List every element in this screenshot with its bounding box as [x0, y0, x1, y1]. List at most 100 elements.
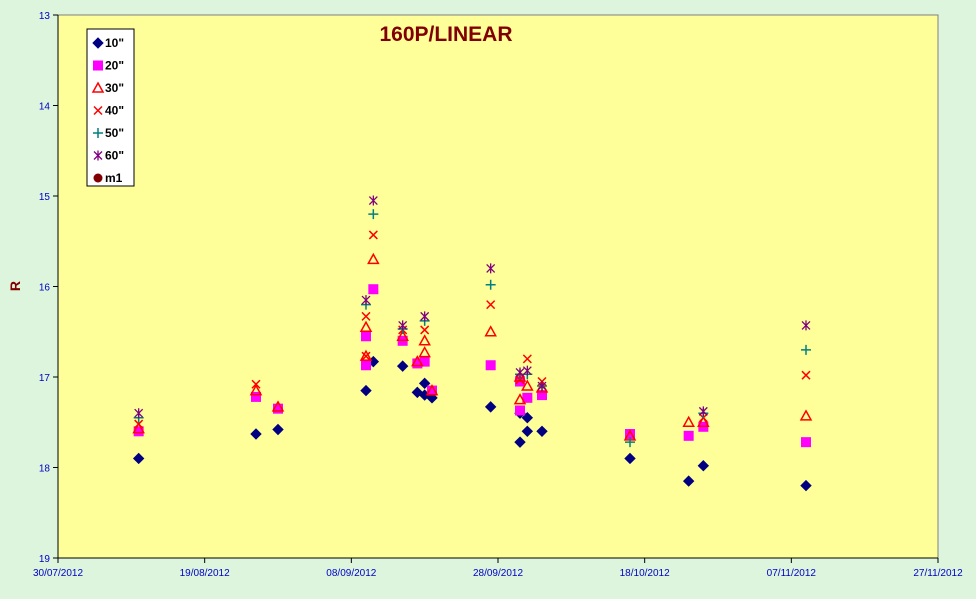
series-6: [134, 195, 811, 419]
data-point: [537, 381, 547, 392]
data-point: [419, 356, 430, 367]
data-point: [486, 300, 496, 310]
x-tick-label: 18/10/2012: [620, 568, 670, 579]
data-point: [801, 370, 811, 380]
data-point: [536, 425, 548, 438]
data-point: [398, 320, 408, 331]
data-point: [361, 351, 371, 361]
x-tick-label: 28/09/2012: [473, 568, 523, 579]
data-point: [697, 459, 710, 472]
y-tick-label: 13: [39, 11, 51, 22]
y-tick-label: 19: [39, 554, 51, 565]
y-tick-label: 16: [39, 283, 51, 294]
data-point: [273, 403, 283, 414]
data-point: [485, 360, 496, 371]
data-point: [420, 325, 430, 335]
data-point: [134, 408, 144, 419]
data-point: [272, 423, 284, 436]
x-tick-label: 07/11/2012: [767, 568, 817, 579]
data-point: [249, 384, 263, 396]
data-point: [521, 379, 534, 391]
data-point: [522, 365, 532, 376]
data-point: [360, 384, 372, 397]
data-point: [412, 358, 423, 369]
data-point: [250, 428, 262, 440]
data-point: [420, 311, 430, 322]
data-point: [251, 379, 261, 389]
legend-label: 60": [105, 149, 124, 163]
legend-label: 20": [105, 59, 124, 73]
data-point: [133, 426, 144, 437]
legend-marker: [92, 37, 104, 49]
data-point: [484, 325, 497, 337]
data-point: [361, 311, 371, 321]
data-point: [697, 415, 710, 427]
x-tick-label: 30/07/2012: [33, 568, 83, 579]
x-tick-label: 19/08/2012: [180, 568, 230, 579]
legend-marker: [93, 105, 103, 116]
data-point: [624, 452, 636, 465]
data-point: [361, 331, 371, 342]
data-point: [359, 320, 373, 332]
legend-label: 40": [105, 104, 124, 118]
data-point: [484, 401, 497, 413]
data-point: [361, 295, 371, 306]
legend-marker: [93, 173, 103, 183]
legend-label: m1: [105, 171, 123, 185]
data-point: [361, 360, 371, 371]
data-point: [359, 349, 373, 361]
legend-marker: [93, 60, 103, 71]
data-point: [132, 452, 145, 465]
x-ticks: 30/07/2012 19/08/2012 08/09/2012 28/09/2012…: [33, 558, 963, 579]
data-point: [801, 344, 811, 355]
legend-label: 30": [105, 81, 124, 95]
data-point: [515, 367, 525, 378]
legend-marker: [91, 81, 105, 93]
data-point: [625, 437, 635, 448]
y-tick-label: 15: [39, 192, 51, 203]
x-tick-label: 08/09/2012: [326, 568, 376, 579]
data-point: [625, 429, 635, 440]
data-point: [535, 381, 549, 393]
data-point: [396, 329, 409, 342]
x-tick-label: 27/11/2012: [913, 568, 963, 579]
y-tick-label: 17: [39, 373, 51, 384]
data-point: [537, 390, 547, 401]
data-point: [514, 436, 526, 448]
data-point: [367, 252, 380, 265]
data-point: [799, 409, 813, 421]
data-point: [427, 385, 437, 396]
data-point: [271, 400, 285, 412]
data-point: [682, 415, 695, 427]
data-point: [522, 392, 533, 403]
y-axis-title: R: [7, 281, 23, 291]
data-point: [698, 406, 708, 417]
data-point: [515, 375, 525, 385]
data-point: [486, 263, 496, 274]
legend-label: 50": [105, 126, 124, 140]
data-point: [418, 346, 431, 358]
data-point: [134, 419, 144, 429]
data-point: [418, 334, 431, 346]
data-points: [132, 195, 813, 492]
series-3: [132, 252, 813, 441]
data-point: [368, 209, 379, 220]
y-ticks: 13 14 15 16 17 18 19: [39, 11, 58, 565]
plot-area: [57, 14, 939, 559]
data-point: [251, 391, 261, 402]
data-point: [513, 393, 527, 405]
legend: 10" 20" 30" 40" 50" 60" m1: [86, 28, 135, 187]
data-point: [801, 437, 811, 448]
data-point: [132, 422, 145, 434]
data-point: [522, 354, 532, 364]
data-point: [682, 475, 695, 487]
data-point: [425, 384, 439, 396]
data-point: [368, 284, 379, 295]
y-tick-label: 18: [39, 464, 51, 475]
legend-label: 10": [105, 36, 124, 50]
data-point: [411, 355, 424, 367]
legend-marker: [93, 128, 103, 138]
data-point: [368, 195, 378, 206]
chart-title: 160P/LINEAR: [379, 23, 512, 46]
